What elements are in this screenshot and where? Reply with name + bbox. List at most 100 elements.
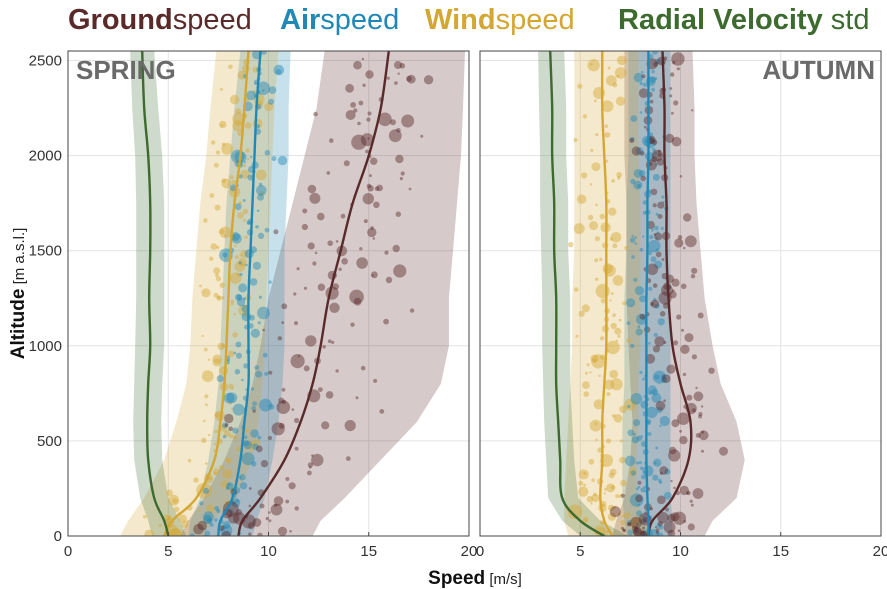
data-point-groundspeed bbox=[367, 227, 377, 238]
legend-windspeed: Windspeed bbox=[425, 4, 575, 37]
data-point-groundspeed bbox=[399, 177, 403, 181]
data-point-windspeed bbox=[158, 524, 162, 527]
data-point-windspeed bbox=[618, 512, 621, 516]
data-point-groundspeed bbox=[313, 111, 318, 117]
y-axis-label: Altitude bbox=[8, 289, 29, 360]
data-point-windspeed bbox=[218, 228, 225, 235]
data-point-groundspeed bbox=[388, 129, 402, 143]
data-point-airspeed bbox=[629, 493, 644, 507]
data-point-airspeed bbox=[234, 368, 241, 375]
data-point-airspeed bbox=[635, 313, 648, 325]
data-point-airspeed bbox=[247, 174, 254, 181]
data-point-windspeed bbox=[244, 428, 249, 433]
data-point-windspeed bbox=[595, 277, 599, 281]
data-point-windspeed bbox=[166, 489, 173, 497]
data-point-windspeed bbox=[606, 392, 611, 397]
data-point-windspeed bbox=[600, 298, 606, 304]
data-point-groundspeed bbox=[345, 110, 356, 120]
data-point-groundspeed bbox=[371, 271, 378, 279]
data-point-airspeed bbox=[248, 323, 254, 329]
data-point-windspeed bbox=[172, 498, 178, 504]
data-point-windspeed bbox=[609, 237, 614, 241]
data-point-airspeed bbox=[257, 321, 261, 325]
data-point-groundspeed bbox=[622, 528, 626, 532]
data-point-groundspeed bbox=[294, 446, 299, 451]
data-point-windspeed bbox=[216, 245, 220, 249]
data-point-airspeed bbox=[630, 136, 635, 142]
data-point-groundspeed bbox=[620, 526, 624, 530]
data-point-groundspeed bbox=[367, 111, 372, 116]
data-point-airspeed bbox=[255, 185, 267, 196]
data-point-airspeed bbox=[268, 403, 275, 410]
data-point-airspeed bbox=[239, 272, 243, 277]
data-point-airspeed bbox=[234, 203, 242, 211]
data-point-windspeed bbox=[203, 419, 206, 423]
data-point-windspeed bbox=[593, 399, 604, 410]
data-point-groundspeed bbox=[640, 530, 648, 536]
data-point-windspeed bbox=[580, 172, 588, 179]
line-airspeed bbox=[645, 51, 650, 536]
data-point-groundspeed bbox=[695, 433, 701, 438]
data-point-groundspeed bbox=[679, 485, 689, 496]
data-point-groundspeed bbox=[363, 219, 368, 224]
legend: Groundspeed Airspeed Windspeed Radial Ve… bbox=[0, 4, 887, 44]
data-point-windspeed bbox=[599, 213, 606, 220]
data-point-groundspeed bbox=[372, 237, 376, 240]
data-point-groundspeed bbox=[708, 367, 715, 374]
data-point-airspeed bbox=[257, 193, 264, 201]
data-point-airspeed bbox=[249, 156, 253, 159]
data-point-groundspeed bbox=[273, 229, 279, 235]
data-point-groundspeed bbox=[646, 220, 655, 230]
data-point-airspeed bbox=[663, 491, 672, 500]
data-point-groundspeed bbox=[307, 184, 317, 194]
data-point-groundspeed bbox=[235, 509, 242, 516]
data-point-airspeed bbox=[224, 526, 228, 530]
data-point-airspeed bbox=[231, 233, 242, 244]
data-point-groundspeed bbox=[259, 503, 265, 509]
data-point-windspeed bbox=[629, 467, 638, 476]
data-point-windspeed bbox=[216, 295, 221, 300]
data-point-airspeed bbox=[264, 371, 269, 376]
data-point-airspeed bbox=[654, 225, 659, 231]
data-point-groundspeed bbox=[665, 507, 669, 512]
data-point-airspeed bbox=[260, 51, 267, 55]
data-point-windspeed bbox=[609, 468, 617, 476]
data-point-groundspeed bbox=[635, 494, 643, 503]
data-point-groundspeed bbox=[252, 518, 262, 527]
data-point-airspeed bbox=[636, 510, 643, 517]
data-point-airspeed bbox=[275, 69, 282, 75]
data-point-windspeed bbox=[244, 122, 252, 129]
data-point-groundspeed bbox=[294, 321, 298, 326]
data-point-airspeed bbox=[642, 465, 654, 477]
data-point-windspeed bbox=[233, 435, 238, 440]
data-point-windspeed bbox=[615, 494, 620, 499]
data-point-airspeed bbox=[262, 89, 265, 92]
data-point-windspeed bbox=[573, 287, 579, 292]
data-point-groundspeed bbox=[686, 394, 693, 401]
data-point-windspeed bbox=[211, 140, 216, 145]
data-point-groundspeed bbox=[671, 289, 675, 293]
data-point-windspeed bbox=[144, 529, 155, 536]
data-point-airspeed bbox=[636, 183, 642, 189]
data-point-airspeed bbox=[648, 342, 651, 345]
data-point-airspeed bbox=[227, 483, 231, 486]
data-point-groundspeed bbox=[255, 445, 263, 453]
data-point-groundspeed bbox=[650, 302, 655, 306]
data-point-airspeed bbox=[256, 124, 261, 129]
data-point-groundspeed bbox=[406, 74, 416, 84]
data-point-groundspeed bbox=[221, 530, 232, 536]
data-point-groundspeed bbox=[311, 454, 314, 457]
data-point-groundspeed bbox=[268, 370, 273, 375]
data-point-windspeed bbox=[588, 458, 595, 465]
data-point-windspeed bbox=[614, 67, 627, 79]
data-point-windspeed bbox=[207, 358, 211, 361]
data-point-windspeed bbox=[581, 304, 590, 313]
data-point-groundspeed bbox=[719, 446, 728, 456]
data-point-windspeed bbox=[143, 514, 147, 519]
data-point-windspeed bbox=[215, 273, 219, 278]
data-point-airspeed bbox=[255, 225, 259, 229]
data-point-airspeed bbox=[641, 135, 653, 147]
data-point-airspeed bbox=[656, 523, 662, 528]
data-point-groundspeed bbox=[656, 531, 659, 534]
data-point-airspeed bbox=[249, 278, 258, 286]
